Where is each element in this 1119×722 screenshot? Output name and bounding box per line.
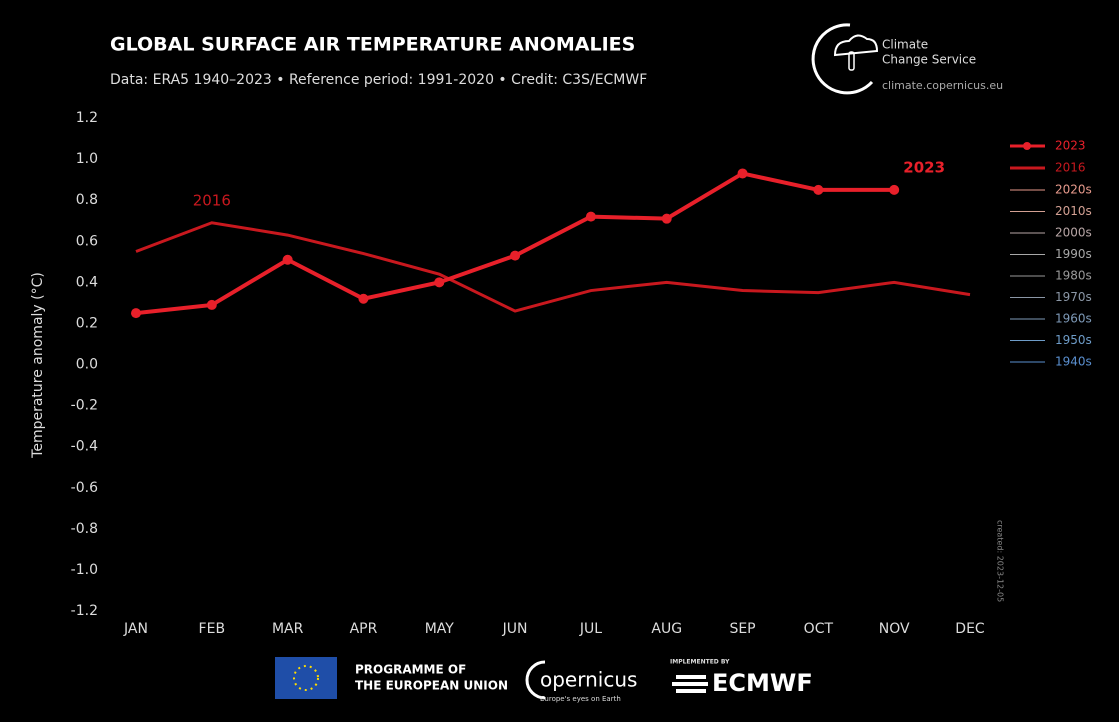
series-line [135, 221, 971, 313]
logo-cloud [833, 34, 879, 57]
x-tick-label: AUG [651, 621, 682, 637]
legend-label: 1950s [1055, 333, 1092, 347]
x-tick-label: APR [350, 621, 378, 637]
legend-label: 1980s [1055, 269, 1092, 283]
eu-text: THE EUROPEAN UNION [355, 679, 508, 693]
x-tick-label: FEB [199, 621, 226, 637]
y-tick-label: -0.8 [71, 521, 98, 537]
point [737, 168, 748, 179]
x-tick-label: SEP [729, 621, 755, 637]
ecmwf-text: ECMWF [712, 669, 813, 697]
y-axis-label: Temperature anomaly (°C) [30, 272, 46, 459]
point [282, 254, 293, 265]
logo-text: Change Service [882, 53, 976, 67]
x-tick-label: JUN [502, 621, 528, 637]
x-tick-label: JUL [579, 621, 602, 637]
legend-label: 1960s [1055, 312, 1092, 326]
point [585, 211, 596, 222]
x-tick-label: OCT [804, 621, 834, 637]
ecmwf-logo [672, 675, 708, 693]
logo-arc [811, 23, 874, 95]
point [358, 293, 369, 304]
point [434, 277, 445, 288]
x-tick-label: JAN [123, 621, 148, 637]
x-tick-label: NOV [879, 621, 910, 637]
x-tick-label: MAR [272, 621, 304, 637]
chart-title: GLOBAL SURFACE AIR TEMPERATURE ANOMALIES [110, 34, 635, 56]
x-tick-label: DEC [955, 621, 985, 637]
legend-label: 1990s [1055, 247, 1092, 261]
point [889, 184, 900, 195]
eu-flag [275, 657, 337, 699]
y-tick-label: 0.8 [76, 192, 98, 208]
legend-label: 2023 [1055, 139, 1086, 153]
y-tick-label: 1.0 [76, 151, 98, 167]
logo-thermometer [848, 51, 855, 71]
footer: PROGRAMME OF THE EUROPEAN UNION opernicu… [275, 657, 813, 703]
legend-label: 2020s [1055, 183, 1092, 197]
eu-stars [293, 665, 319, 691]
legend-label: 1970s [1055, 290, 1092, 304]
logo-text: Climate [882, 38, 928, 52]
x-tick-label: MAY [425, 621, 455, 637]
y-tick-label: -1.0 [71, 562, 98, 578]
y-tick-label: 0.4 [76, 274, 98, 290]
logo-url: climate.copernicus.eu [882, 79, 1003, 92]
annotation: 2023 [903, 158, 945, 176]
point [661, 213, 672, 224]
y-tick-label: -0.4 [71, 439, 98, 455]
point [206, 299, 217, 310]
point [813, 184, 824, 195]
y-tick-label: 0.6 [76, 233, 98, 249]
chart-subtitle: Data: ERA5 1940–2023 • Reference period:… [110, 72, 647, 88]
y-tick-label: -0.6 [71, 480, 98, 496]
created-note: created: 2023-12-05 [996, 520, 1005, 602]
legend-label: 1940s [1055, 355, 1092, 369]
legend-label: 2010s [1055, 204, 1092, 218]
copernicus-text: opernicus [540, 668, 637, 692]
y-tick-label: 0.2 [76, 315, 98, 331]
y-tick-label: 0.0 [76, 357, 98, 373]
copernicus-tag: Europe's eyes on Earth [540, 695, 621, 703]
c3s-logo: Climate Change Service climate.copernicu… [811, 23, 1003, 95]
copernicus-c [525, 660, 546, 700]
legend-label: 2000s [1055, 226, 1092, 240]
point [510, 250, 521, 261]
legend-label: 2016 [1055, 161, 1086, 175]
y-tick-label: -0.2 [71, 398, 98, 414]
eu-text: PROGRAMME OF [355, 663, 466, 677]
annotation: 2016 [193, 191, 231, 209]
y-tick-label: -1.2 [71, 603, 98, 619]
legend-marker [1023, 142, 1031, 150]
point [131, 308, 141, 319]
implemented-text: IMPLEMENTED BY [670, 659, 730, 666]
y-tick-label: 1.2 [76, 110, 98, 126]
